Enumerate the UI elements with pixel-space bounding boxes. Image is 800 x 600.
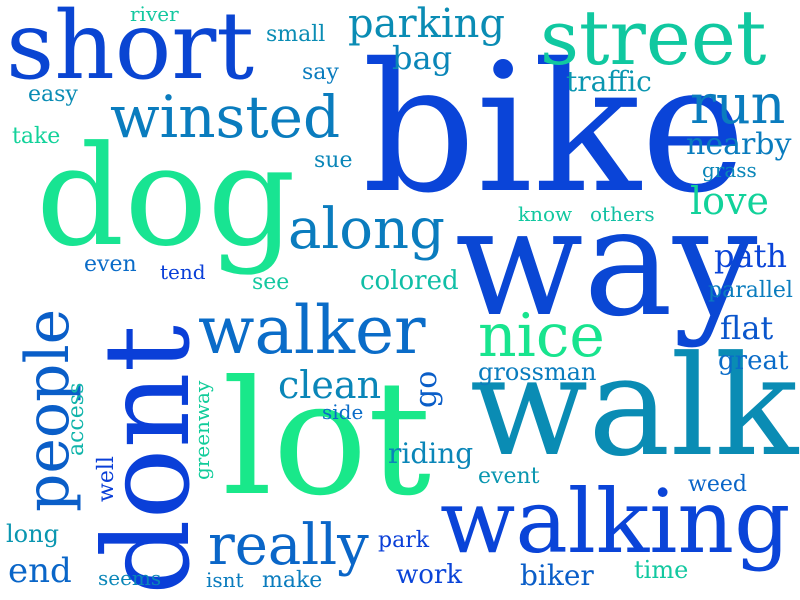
word-work: work [396,560,463,590]
word-nice: nice [478,301,605,371]
word-park: park [378,528,430,553]
word-path: path [714,237,788,275]
word-make: make [262,568,323,593]
word-winsted: winsted [110,83,341,151]
word-even: even [84,252,137,277]
word-river: river [130,2,179,26]
word-grossman: grossman [478,358,597,386]
word-long: long [6,520,59,548]
word-nearby: nearby [686,127,792,162]
word-know: know [518,202,573,226]
word-access: access [64,382,89,456]
word-short: short [6,0,255,101]
word-seems: seems [98,566,162,590]
word-grass: grass [702,158,757,182]
word-walker: walker [198,292,426,369]
word-see: see [252,270,290,295]
word-flat: flat [720,309,774,347]
word-dog: dog [36,116,296,277]
word-parking: parking [348,1,505,47]
word-clean: clean [278,363,382,407]
word-end: end [8,551,72,591]
word-greenway: greenway [190,380,214,480]
word-biker: biker [520,559,594,592]
word-walking: walking [440,470,791,573]
word-riding: riding [388,437,474,470]
word-sue: sue [314,148,353,173]
word-love: love [690,179,769,223]
word-weed: weed [688,472,747,497]
word-parallel: parallel [708,278,793,303]
word-bike: bike [362,25,747,232]
word-traffic: traffic [566,65,652,98]
word-street: street [540,0,767,82]
word-run: run [690,73,786,136]
word-colored: colored [360,266,459,296]
word-along: along [288,197,445,262]
word-walk: walk [470,326,799,487]
word-easy: easy [28,82,78,107]
word-way: way [455,176,758,350]
word-take: take [12,124,61,149]
word-well: well [94,456,119,502]
word-time: time [634,556,689,584]
word-really: really [208,513,369,578]
word-great: great [718,346,789,376]
word-say: say [302,60,339,85]
word-tend: tend [160,260,206,284]
word-event: event [478,464,540,489]
word-small: small [266,22,326,47]
word-bag: bag [392,39,453,77]
word-go: go [409,370,444,408]
word-others: others [590,202,655,226]
word-isnt: isnt [206,568,244,592]
word-side: side [322,400,364,424]
word-lot: lot [222,347,432,531]
